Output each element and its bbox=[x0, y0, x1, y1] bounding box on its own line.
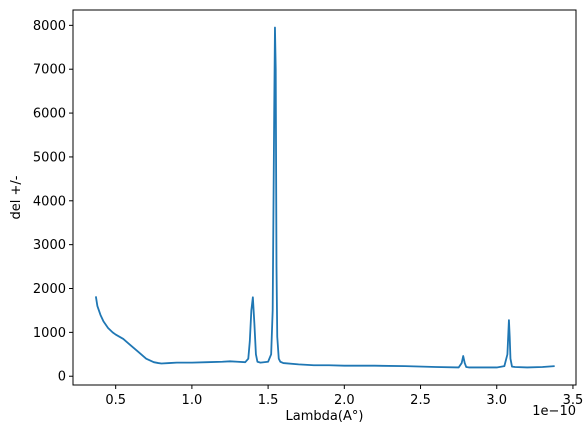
x-tick-label: 1.5 bbox=[258, 393, 279, 408]
y-tick-label: 2000 bbox=[33, 282, 66, 297]
y-tick-label: 8000 bbox=[33, 19, 66, 34]
x-tick-label: 1.0 bbox=[182, 393, 203, 408]
y-tick-label: 4000 bbox=[33, 194, 66, 209]
y-tick-label: 6000 bbox=[33, 107, 66, 122]
y-tick-label: 7000 bbox=[33, 63, 66, 78]
y-tick-label: 1000 bbox=[33, 326, 66, 341]
x-tick-label: 3.5 bbox=[563, 393, 584, 408]
x-tick-label: 0.5 bbox=[105, 393, 126, 408]
x-axis-offset-label: 1e−10 bbox=[532, 404, 576, 419]
y-tick-label: 5000 bbox=[33, 150, 66, 165]
x-axis-label: Lambda(A°) bbox=[286, 409, 364, 424]
x-tick-label: 2.0 bbox=[334, 393, 355, 408]
y-axis-label: del +/- bbox=[9, 175, 24, 219]
x-tick-label: 2.5 bbox=[410, 393, 431, 408]
axes-frame bbox=[72, 9, 577, 386]
y-axis-ticks: 0 1000 2000 3000 4000 5000 6000 7000 8000 bbox=[33, 19, 73, 385]
x-axis-ticks: 0.5 1.0 1.5 2.0 2.5 3.0 3.5 bbox=[105, 385, 583, 408]
series-line bbox=[94, 26, 555, 369]
y-tick-label: 3000 bbox=[33, 238, 66, 253]
x-tick-label: 3.0 bbox=[486, 393, 507, 408]
plot-area bbox=[94, 26, 555, 369]
y-tick-label: 0 bbox=[58, 370, 66, 385]
